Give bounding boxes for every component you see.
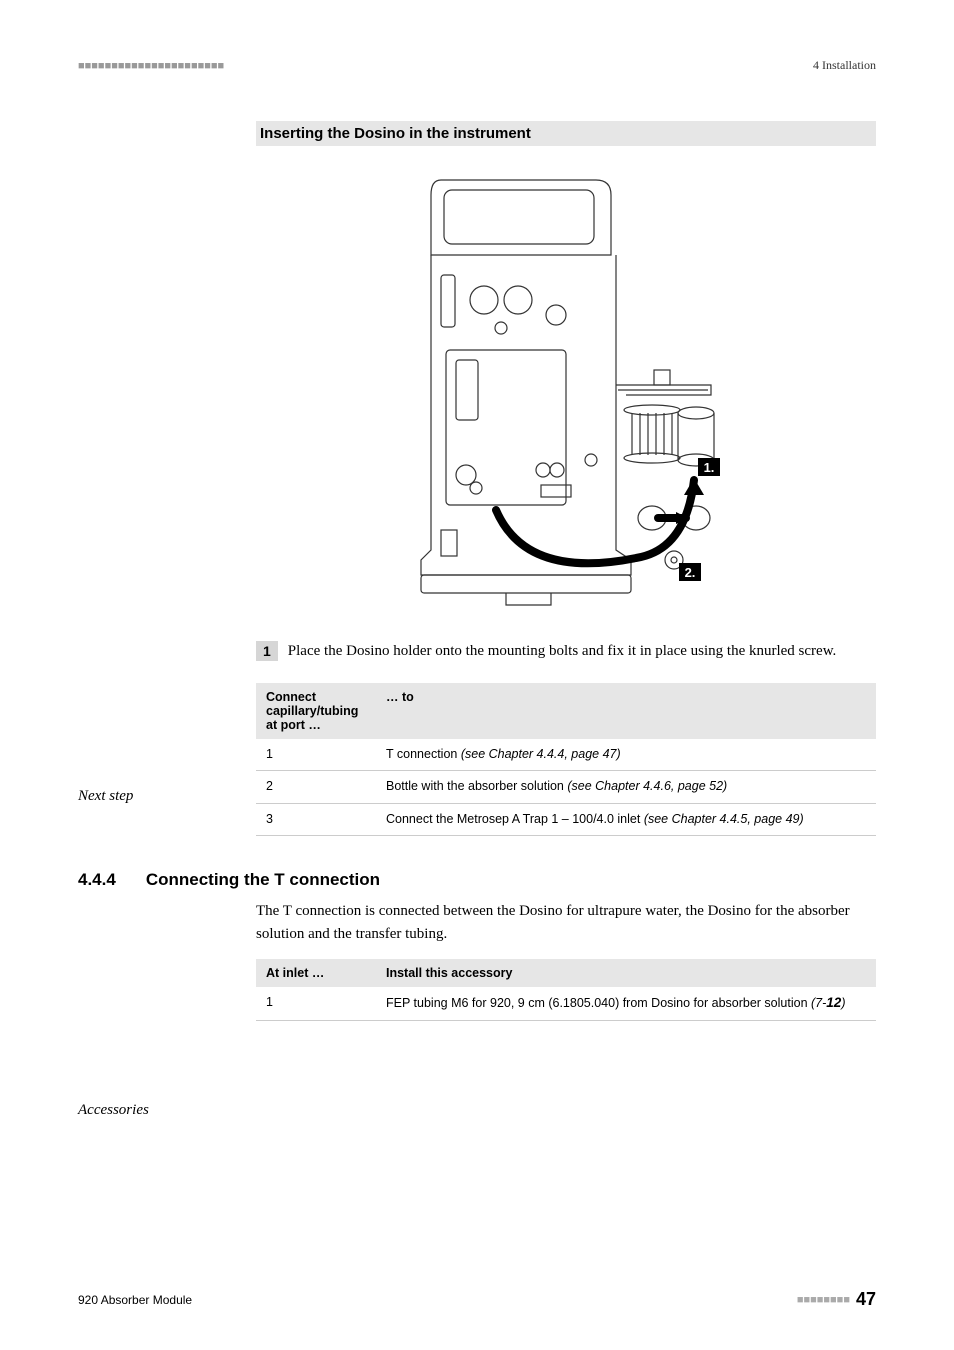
page-header: ■■■■■■■■■■■■■■■■■■■■■■ 4 Installation bbox=[78, 58, 876, 73]
port-cell: 3 bbox=[256, 803, 376, 836]
diagram-label-1: 1. bbox=[704, 460, 715, 475]
table-row: 2 Bottle with the absorber solution (see… bbox=[256, 771, 876, 804]
acc-col2: Install this accessory bbox=[376, 959, 876, 987]
section-number: 4.4.4 bbox=[78, 870, 116, 890]
to-cell: T connection (see Chapter 4.4.4, page 47… bbox=[376, 739, 876, 771]
section-body: The T connection is connected between th… bbox=[256, 900, 876, 945]
step-row: 1 Place the Dosino holder onto the mount… bbox=[256, 641, 876, 663]
step-number: 1 bbox=[256, 641, 278, 661]
diagram-label-2: 2. bbox=[685, 565, 696, 580]
section-title: Connecting the T connection bbox=[146, 870, 380, 890]
section-heading: 4.4.4 Connecting the T connection bbox=[78, 870, 876, 890]
accessories-table: At inlet … Install this accessory 1 FEP … bbox=[256, 959, 876, 1021]
table-row: 1 FEP tubing M6 for 920, 9 cm (6.1805.04… bbox=[256, 987, 876, 1020]
next-step-table: Connect capillary/tubing at port … … to … bbox=[256, 683, 876, 837]
to-cell: Connect the Metrosep A Trap 1 – 100/4.0 … bbox=[376, 803, 876, 836]
port-cell: 2 bbox=[256, 771, 376, 804]
to-cell: Bottle with the absorber solution (see C… bbox=[376, 771, 876, 804]
dosino-diagram-svg: 1. 2. bbox=[396, 160, 736, 610]
accessories-label: Accessories bbox=[78, 1102, 149, 1119]
block-title: Inserting the Dosino in the instrument bbox=[256, 121, 876, 146]
header-dashes: ■■■■■■■■■■■■■■■■■■■■■■ bbox=[78, 60, 224, 72]
acc-col1: At inlet … bbox=[256, 959, 376, 987]
nextstep-col2: … to bbox=[376, 683, 876, 739]
header-chapter: 4 Installation bbox=[813, 58, 876, 73]
instrument-diagram: 1. 2. bbox=[256, 160, 876, 615]
port-cell: 1 bbox=[256, 739, 376, 771]
page-number: 47 bbox=[856, 1289, 876, 1310]
page-footer: 920 Absorber Module ■■■■■■■■ 47 bbox=[78, 1289, 876, 1310]
acc-cell: FEP tubing M6 for 920, 9 cm (6.1805.040)… bbox=[376, 987, 876, 1020]
step-text: Place the Dosino holder onto the mountin… bbox=[288, 641, 837, 663]
nextstep-col1: Connect capillary/tubing at port … bbox=[256, 683, 376, 739]
footer-right: ■■■■■■■■ 47 bbox=[797, 1289, 876, 1310]
footer-dashes: ■■■■■■■■ bbox=[797, 1294, 850, 1306]
inlet-cell: 1 bbox=[256, 987, 376, 1020]
footer-left: 920 Absorber Module bbox=[78, 1293, 192, 1307]
table-row: 3 Connect the Metrosep A Trap 1 – 100/4.… bbox=[256, 803, 876, 836]
next-step-label: Next step bbox=[78, 788, 133, 805]
table-row: 1 T connection (see Chapter 4.4.4, page … bbox=[256, 739, 876, 771]
